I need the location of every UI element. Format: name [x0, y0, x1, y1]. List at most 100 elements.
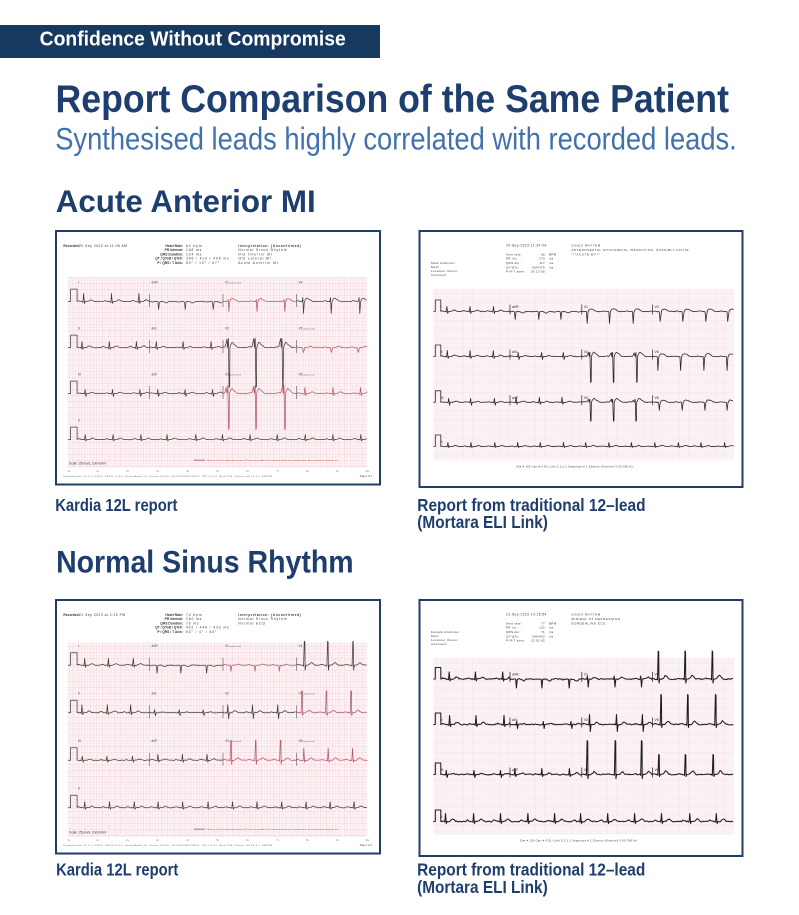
svg-text:6s: 6s [246, 469, 249, 473]
svg-text:10s: 10s [365, 838, 370, 842]
svg-text:Interpretation: (Unconfirmed): Interpretation: (Unconfirmed) [238, 244, 301, 248]
svg-text:Scale: 25mm/s, 10mm/mV: Scale: 25mm/s, 10mm/mV [69, 831, 107, 835]
svg-text:III: III [78, 373, 81, 377]
svg-text:V4: V4 [655, 673, 659, 677]
svg-text:I: I [78, 644, 79, 648]
svg-text:synthesized: synthesized [229, 645, 241, 648]
svg-text:QRS dur:: QRS dur: [506, 261, 521, 265]
svg-text:V3: V3 [225, 739, 229, 743]
svg-text:ms: ms [549, 265, 554, 269]
svg-text:III: III [78, 739, 81, 743]
svg-text:60° / 10° / 67°: 60° / 10° / 67° [186, 261, 220, 265]
svg-text:5s: 5s [216, 469, 219, 473]
svg-text:Recorded:: Recorded: [63, 244, 79, 248]
svg-text:63° / 4° / 50°: 63° / 4° / 50° [186, 630, 217, 634]
svg-text:PR Interval:: PR Interval: [165, 617, 183, 621]
svg-text:Old Lateral MI: Old Lateral MI [238, 257, 271, 261]
svg-text:MINIMAL ST DEPRESSION: MINIMAL ST DEPRESSION [571, 617, 620, 621]
svg-text:Med: .: Med: . [431, 634, 441, 638]
svg-text:KardiaStation v2.17.0.13372, K: KardiaStation v2.17.0.13372, K6012 v3.4C… [63, 475, 272, 478]
svg-text:Comment:: Comment: [431, 642, 448, 646]
svg-text:Location: Room:: Location: Room: [431, 269, 458, 273]
svg-text:Heart Rate:: Heart Rate: [165, 613, 183, 617]
svg-text:***ACUTE MI***: ***ACUTE MI*** [571, 253, 600, 257]
svg-text:71: 71 [541, 630, 545, 634]
svg-text:QRS Duration:: QRS Duration: [160, 252, 183, 256]
svg-text:77: 77 [541, 621, 545, 625]
svg-text:4s: 4s [186, 469, 189, 473]
svg-text:Recorded:: Recorded: [63, 613, 79, 617]
svg-text:20 Sep 2023 at 11:06 AM: 20 Sep 2023 at 11:06 AM [79, 244, 127, 248]
svg-text:aVL: aVL [512, 718, 518, 722]
svg-text:aVL: aVL [512, 350, 518, 354]
svg-text:Warning: Only 6 recorded leads: Warning: Only 6 recorded leads instead o… [207, 459, 339, 462]
svg-text:76 ms: 76 ms [186, 621, 199, 625]
svg-text:PR Interval:: PR Interval: [165, 248, 183, 252]
svg-text:Heart Rate:: Heart Rate: [165, 244, 183, 248]
svg-text:Confidence Without Compromise: Confidence Without Compromise [40, 28, 346, 51]
svg-text:Synthesised leads highly corre: Synthesised leads highly correlated with… [55, 122, 737, 157]
svg-text:104 ms: 104 ms [186, 252, 202, 256]
svg-text:132: 132 [539, 626, 545, 630]
svg-text:Normal ECG: Normal ECG [238, 621, 266, 625]
svg-text:396 / 412 / 406 ms: 396 / 412 / 406 ms [186, 257, 230, 261]
svg-text:II: II [441, 440, 443, 444]
svg-text:P-R-T axes:: P-R-T axes: [506, 270, 525, 274]
svg-text:ms: ms [549, 626, 554, 630]
svg-text:ms: ms [549, 634, 554, 638]
svg-text:5s: 5s [216, 838, 219, 842]
svg-text:V5: V5 [299, 327, 303, 331]
svg-text:65: 65 [541, 252, 545, 256]
svg-text:P / QRS / T Axis:: P / QRS / T Axis: [157, 630, 183, 634]
svg-text:Report from traditional 12–lea: Report from traditional 12–lead [417, 861, 645, 880]
svg-text:V4: V4 [299, 281, 303, 285]
svg-text:V1: V1 [225, 281, 229, 285]
svg-text:II: II [441, 718, 443, 722]
svg-text:V2: V2 [225, 327, 229, 331]
svg-text:aVL: aVL [152, 692, 158, 696]
svg-text:1s: 1s [96, 469, 99, 473]
svg-text:3s: 3s [156, 838, 159, 842]
svg-text:II: II [441, 350, 443, 354]
svg-text:Warning: Only 6 recorded leads: Warning: Only 6 recorded leads instead o… [207, 828, 339, 831]
svg-text:aVL: aVL [152, 327, 158, 331]
svg-text:Normal Sinus Rhythm: Normal Sinus Rhythm [238, 248, 287, 252]
svg-text:Acute Anterior MI: Acute Anterior MI [56, 184, 316, 219]
svg-text:aVF: aVF [152, 739, 158, 743]
svg-text:V1: V1 [584, 305, 588, 309]
svg-text:Comment:: Comment: [431, 273, 448, 277]
svg-text:50 13 65: 50 13 65 [531, 270, 545, 274]
svg-text:ms: ms [549, 261, 554, 265]
svg-text:(Mortara ELI Link): (Mortara ELI Link) [417, 513, 548, 532]
svg-text:QT/QTc:: QT/QTc: [506, 634, 519, 638]
svg-text:V4: V4 [655, 305, 659, 309]
svg-text:Male Unknown: Male Unknown [431, 261, 455, 265]
svg-text:BORDERLINE ECG: BORDERLINE ECG [571, 622, 606, 626]
svg-text:V3: V3 [584, 768, 588, 772]
svg-text:II: II [78, 692, 80, 696]
svg-text:II: II [78, 787, 80, 791]
svg-text:synthesized: synthesized [229, 282, 241, 285]
svg-text:8s: 8s [306, 838, 309, 842]
svg-text:Site:# 100 Cart:# 0 ELI Link: Site:# 100 Cart:# 0 ELI Link 5.1.2.1 Seq… [516, 464, 634, 468]
svg-text:V5: V5 [655, 718, 659, 722]
svg-text:QRS Duration:: QRS Duration: [160, 621, 183, 625]
svg-text:0s: 0s [68, 838, 71, 842]
svg-text:Scale: 25mm/s, 10mm/mV: Scale: 25mm/s, 10mm/mV [69, 462, 107, 466]
svg-text:Acute Anterior MI: Acute Anterior MI [238, 261, 279, 265]
svg-text:Kardia 12L report: Kardia 12L report [55, 496, 178, 515]
svg-text:PR int:: PR int: [506, 257, 517, 261]
svg-text:364/375: 364/375 [532, 265, 545, 269]
svg-text:21-Sep-2023 14:16:54: 21-Sep-2023 14:16:54 [506, 612, 547, 616]
svg-text:QT / QTcB / QTcF:: QT / QTcB / QTcF: [155, 257, 183, 261]
svg-text:23 52 42: 23 52 42 [531, 639, 545, 643]
svg-text:9s: 9s [336, 469, 339, 473]
svg-text:V4: V4 [299, 644, 303, 648]
svg-text:V2: V2 [225, 692, 229, 696]
svg-text:aVR: aVR [512, 305, 519, 309]
svg-text:V3: V3 [584, 396, 588, 400]
svg-text:74 bpm: 74 bpm [186, 613, 202, 617]
svg-text:PR int:: PR int: [506, 626, 517, 630]
svg-text:II: II [78, 419, 80, 423]
svg-text:6s: 6s [246, 838, 249, 842]
